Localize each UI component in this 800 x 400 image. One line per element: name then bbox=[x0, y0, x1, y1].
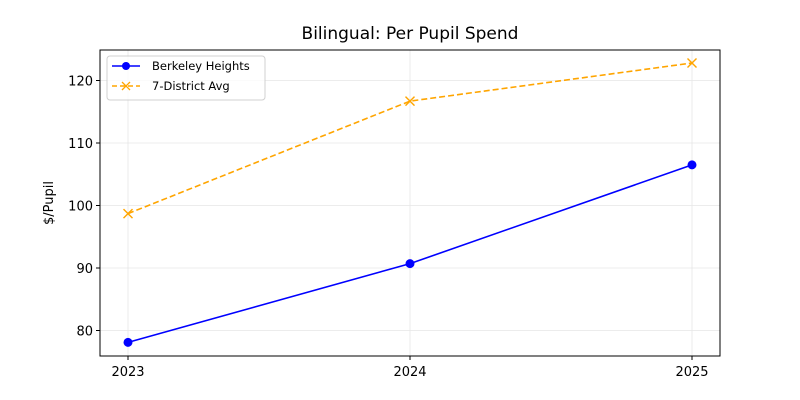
legend-label: 7-District Avg bbox=[152, 79, 230, 93]
y-tick-label: 110 bbox=[68, 137, 93, 152]
legend-label: Berkeley Heights bbox=[152, 59, 250, 73]
x-tick-label: 2025 bbox=[675, 365, 708, 380]
data-point bbox=[123, 337, 133, 347]
y-tick-label: 120 bbox=[68, 75, 93, 90]
series-berkeley-heights bbox=[123, 160, 697, 347]
legend-item-berkeley-heights: Berkeley Heights bbox=[112, 59, 250, 73]
x-tick-label: 2024 bbox=[393, 365, 426, 380]
legend: Berkeley Heights 7-District Avg bbox=[106, 55, 266, 101]
circle-marker-icon bbox=[122, 62, 130, 70]
chart-title: Bilingual: Per Pupil Spend bbox=[302, 24, 519, 44]
x-tick-label: 2023 bbox=[111, 365, 144, 380]
x-marker-icon bbox=[121, 81, 131, 91]
y-axis-label: $/Pupil bbox=[42, 181, 57, 225]
data-point bbox=[405, 259, 415, 269]
series-7-district-avg bbox=[123, 58, 697, 219]
y-tick-label: 90 bbox=[76, 262, 93, 277]
y-tick-label: 100 bbox=[68, 200, 93, 215]
x-axis: 2023 2024 2025 bbox=[111, 356, 709, 380]
data-point bbox=[405, 96, 415, 107]
series-group bbox=[123, 58, 697, 347]
legend-box bbox=[106, 55, 266, 101]
data-point bbox=[123, 208, 133, 219]
y-tick-label: 80 bbox=[76, 325, 93, 340]
legend-item-7-district-avg: 7-District Avg bbox=[112, 79, 230, 93]
data-point bbox=[687, 58, 697, 68]
data-point bbox=[687, 160, 697, 170]
y-axis: 80 90 100 110 120 bbox=[68, 75, 100, 340]
